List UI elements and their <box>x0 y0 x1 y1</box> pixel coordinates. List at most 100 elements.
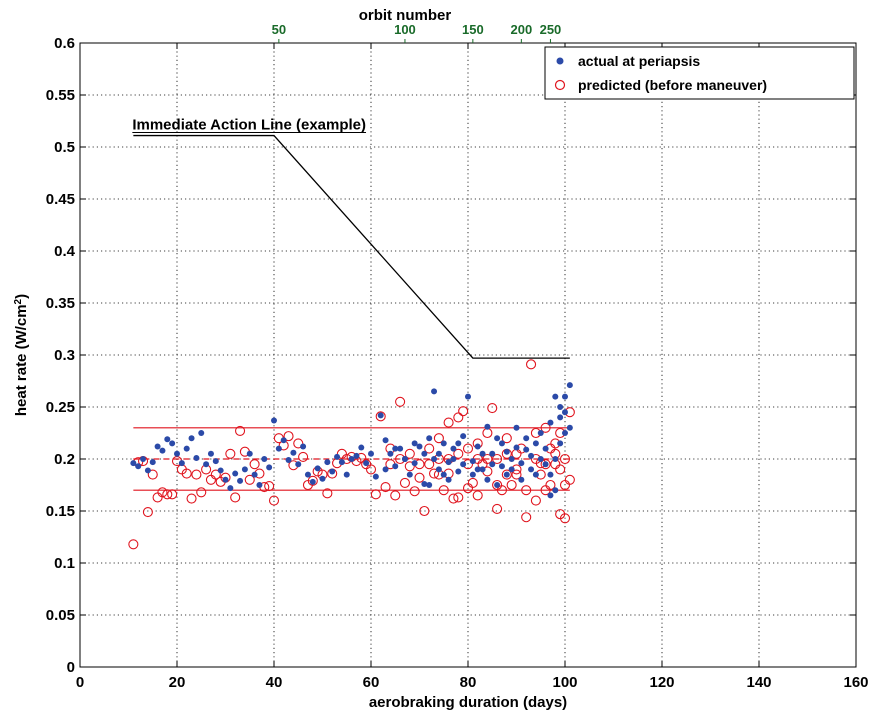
actual-point <box>324 459 331 466</box>
predicted-point <box>458 406 469 417</box>
predicted-point <box>404 448 415 459</box>
predicted-point <box>492 453 503 465</box>
predicted-point <box>167 489 178 500</box>
actual-point <box>431 388 438 395</box>
actual-point <box>494 435 501 442</box>
actual-point <box>455 468 462 475</box>
legend-box <box>544 46 855 100</box>
actual-point <box>562 430 568 436</box>
actual-point <box>469 471 476 478</box>
actual-point <box>329 468 336 475</box>
actual-point <box>528 466 535 473</box>
predicted-point <box>453 412 464 423</box>
actual-point <box>251 471 258 478</box>
actual-point <box>557 414 564 421</box>
y-axis-title-close: ) <box>13 294 30 299</box>
predicted-point <box>191 469 202 480</box>
predicted-point <box>196 487 207 498</box>
actual-point <box>562 409 568 416</box>
top-axis-title: orbit number <box>359 7 452 24</box>
predicted-point <box>511 469 522 480</box>
predicted-point <box>428 468 440 479</box>
predicted-point <box>235 425 246 436</box>
actual-point <box>562 393 568 400</box>
y-tick-label: 0.5 <box>54 139 75 156</box>
actual-point <box>445 459 452 466</box>
actual-point <box>508 466 515 473</box>
actual-point <box>542 461 549 468</box>
actual-point <box>401 456 408 462</box>
predicted-point <box>521 512 532 523</box>
actual-point <box>237 477 244 484</box>
actual-point <box>227 485 234 492</box>
predicted-point <box>142 506 153 518</box>
legend-label-predicted: predicted (before maneuver) <box>578 77 767 93</box>
actual-point <box>421 450 428 457</box>
predicted-point <box>453 448 464 459</box>
actual-point <box>431 456 438 462</box>
actual-point <box>285 457 292 464</box>
actual-point <box>484 476 491 483</box>
y-tick-label: 0.1 <box>54 555 75 572</box>
y-axis-title-sup: 2 <box>13 298 24 304</box>
actual-point <box>513 444 520 451</box>
grid <box>80 43 856 667</box>
actual-point <box>135 463 142 470</box>
actual-point <box>426 435 433 442</box>
predicted-point <box>424 443 435 454</box>
actual-point <box>261 456 268 462</box>
predicted-point <box>390 490 401 501</box>
predicted-point <box>492 479 503 491</box>
predicted-point <box>365 464 377 475</box>
top-tick-label: 50 <box>272 22 286 37</box>
actual-point <box>498 463 505 470</box>
actual-point <box>552 487 559 494</box>
predicted-point <box>506 479 517 491</box>
predicted-point <box>559 453 571 465</box>
actual-point <box>518 460 525 467</box>
actual-point <box>232 470 239 477</box>
actual-point <box>368 450 374 457</box>
actual-point <box>484 423 491 430</box>
actual-point <box>159 447 166 454</box>
predicted-point <box>540 459 551 470</box>
actual-point <box>178 460 185 467</box>
predicted-point <box>438 485 449 496</box>
actual-point <box>319 475 326 482</box>
actual-point <box>542 445 549 452</box>
predicted-point <box>293 438 304 449</box>
actual-point <box>275 445 282 452</box>
actual-point <box>547 419 554 426</box>
actual-point <box>532 440 539 447</box>
actual-point <box>343 471 350 478</box>
predicted-point <box>322 488 333 499</box>
y-tick-label: 0.2 <box>54 451 75 468</box>
actual-point <box>498 440 505 447</box>
actual-point <box>392 445 399 452</box>
x-tick-label: 100 <box>552 674 577 691</box>
actual-point <box>188 435 195 442</box>
actual-point <box>494 482 501 488</box>
y-tick-label: 0 <box>67 659 75 676</box>
predicted-point <box>530 495 541 506</box>
actual-point <box>169 440 176 447</box>
predicted-point <box>264 480 275 492</box>
actual-point <box>503 448 510 455</box>
x-tick-label: 140 <box>746 674 771 691</box>
actual-point <box>406 471 413 478</box>
y-tick-label: 0.35 <box>46 295 75 312</box>
actual-point <box>503 471 510 478</box>
actual-point <box>469 458 476 465</box>
actual-point <box>353 452 360 459</box>
legend-label-actual: actual at periapsis <box>578 53 700 69</box>
top-tick-label: 250 <box>540 22 562 37</box>
y-tick-label: 0.3 <box>54 347 75 364</box>
y-axis-ticks: 0 0.05 0.1 0.15 0.2 0.25 0.3 0.35 0.4 0.45 0.5 0.55… <box>46 35 856 676</box>
predicted-point <box>157 487 168 498</box>
actual-point <box>130 460 137 467</box>
predicted-point <box>525 359 537 370</box>
actual-point <box>537 430 544 436</box>
actual-point <box>523 446 530 453</box>
predicted-point <box>501 433 512 444</box>
